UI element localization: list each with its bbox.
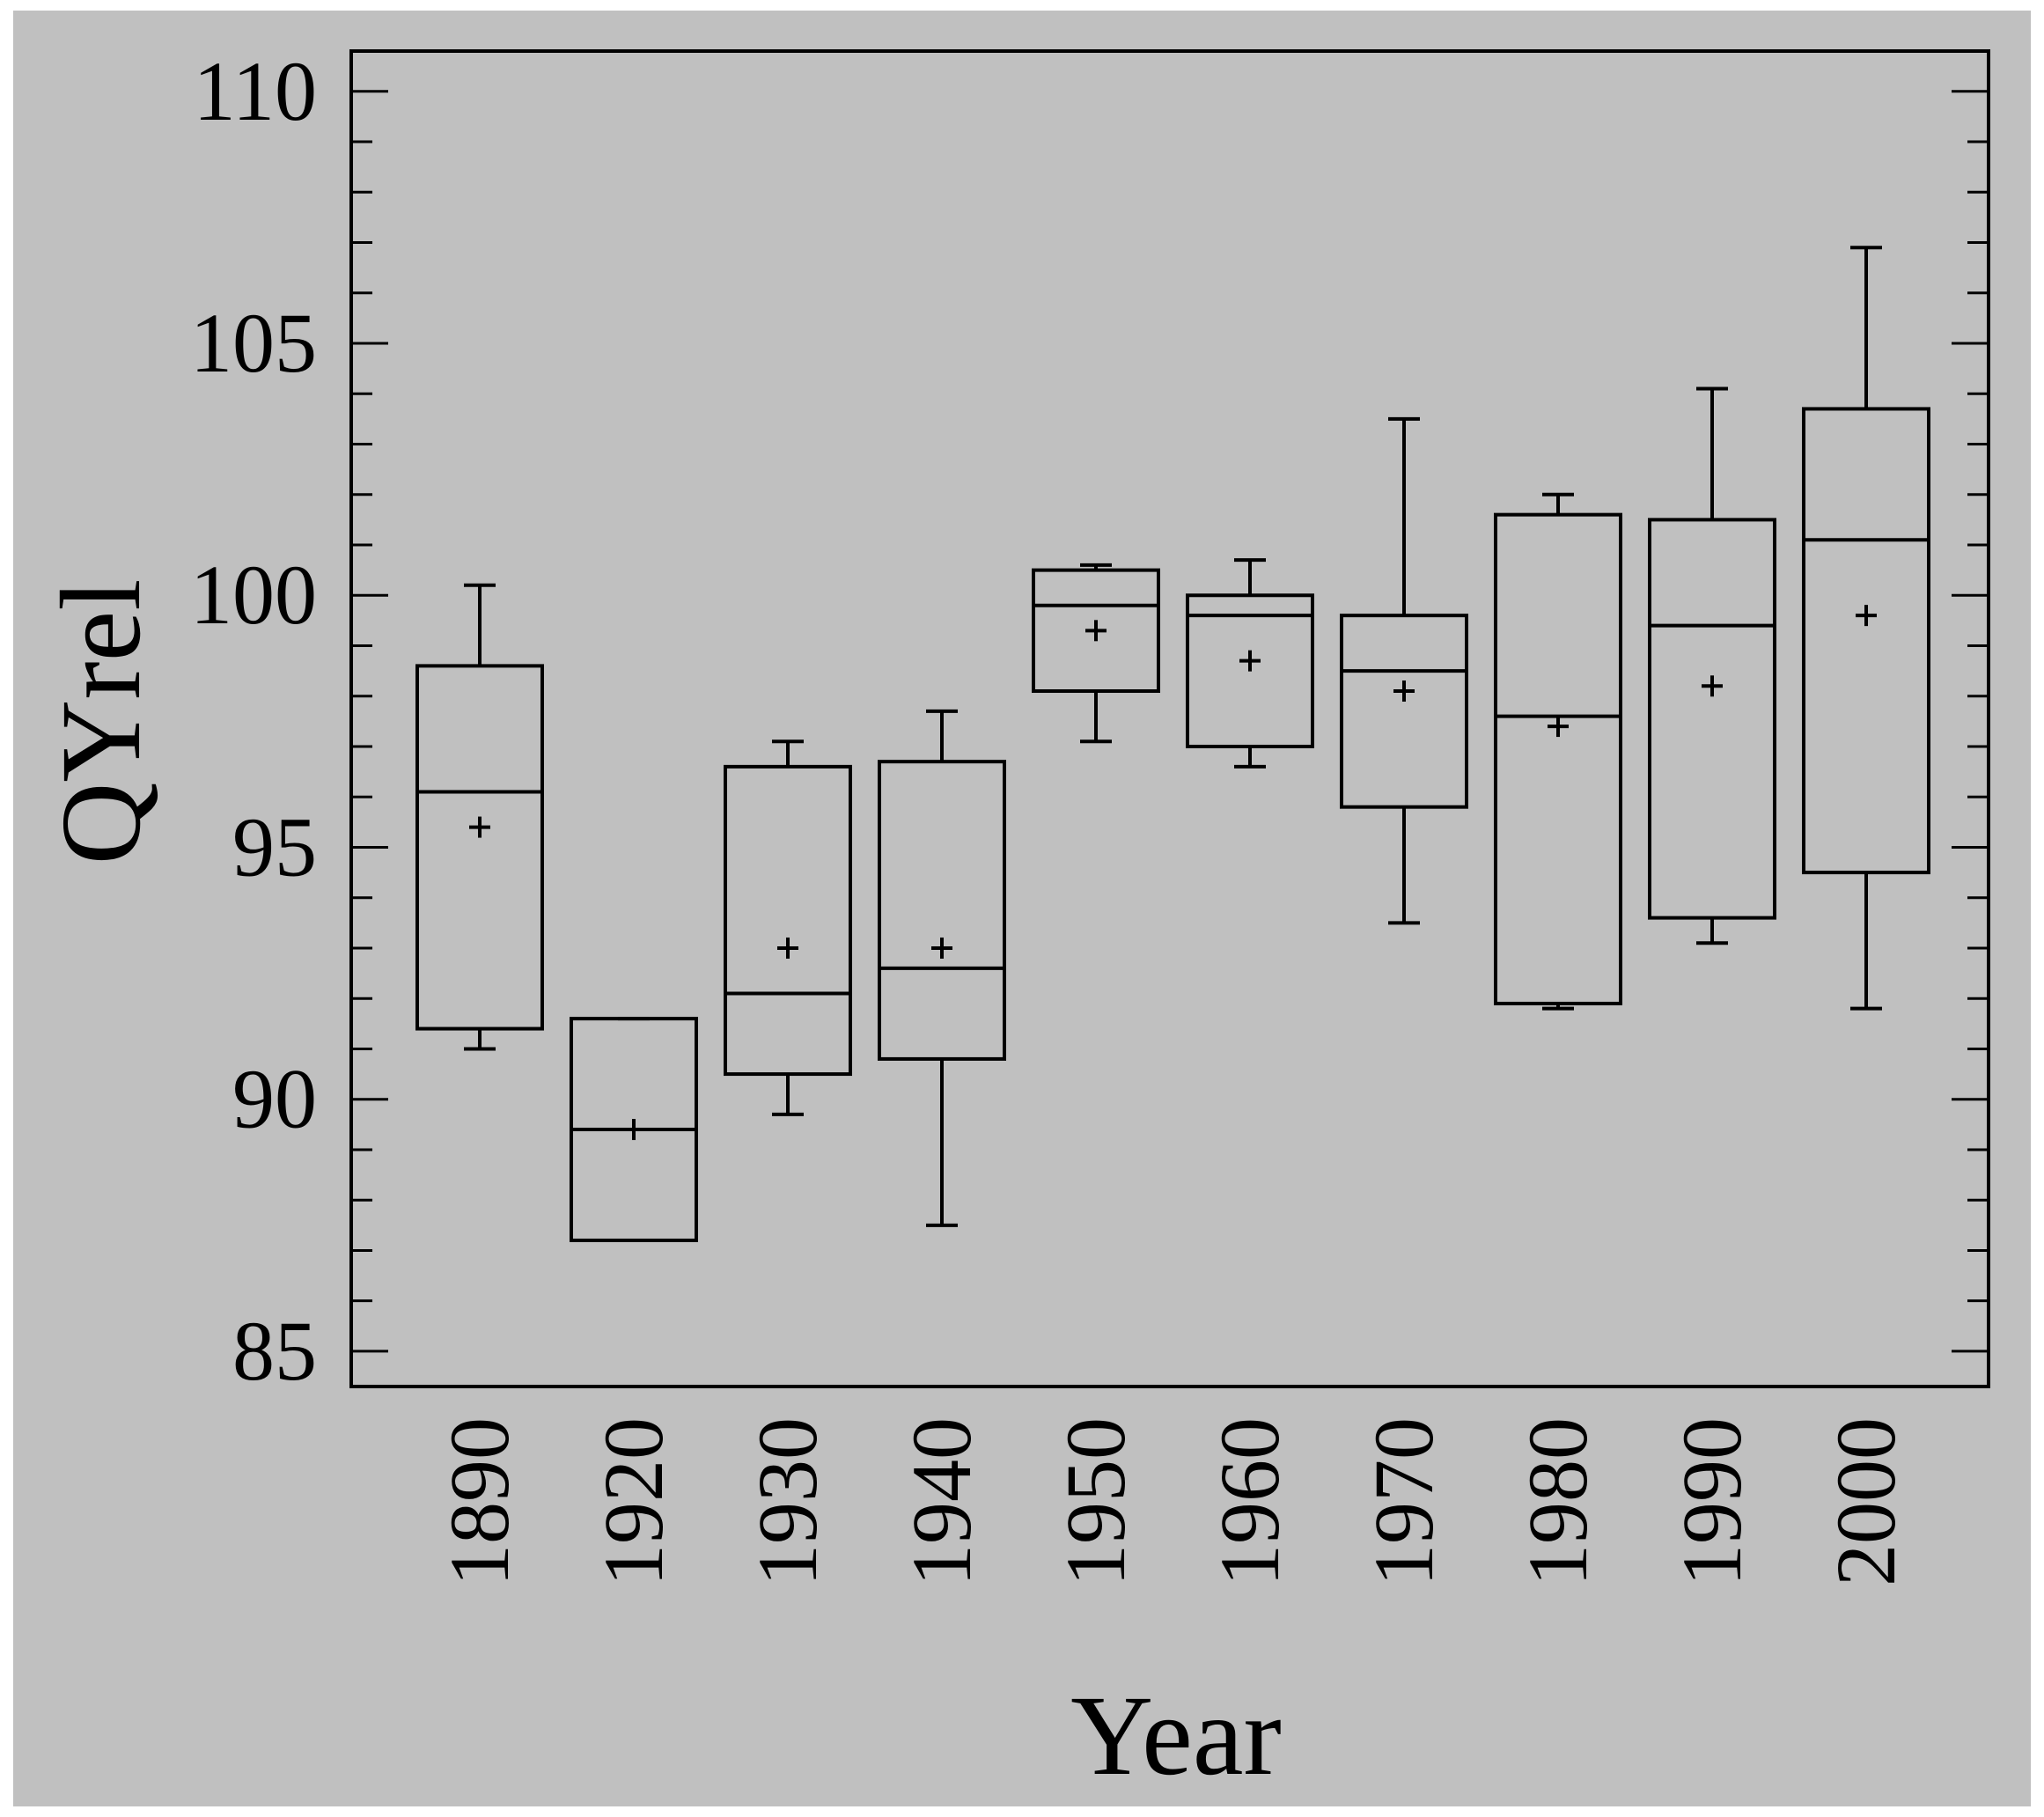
box-1940 — [878, 709, 1006, 1227]
x-tick-label: 1920 — [586, 1417, 680, 1586]
box-1920 — [570, 1017, 698, 1242]
box-1950 — [1032, 563, 1160, 744]
plot-area-frame — [349, 49, 1990, 1388]
box-1970 — [1340, 416, 1468, 925]
box-series — [415, 246, 1930, 1242]
y-tick-label: 105 — [190, 296, 317, 390]
y-axis-tick-labels: 85 90 95 100 105 110 — [190, 44, 317, 1398]
iqr-box — [1802, 407, 1930, 875]
y-tick-label: 85 — [232, 1304, 317, 1398]
x-tick-label: 1970 — [1357, 1417, 1451, 1586]
iqr-box — [1340, 614, 1468, 809]
box-1990 — [1648, 386, 1776, 945]
box-2000 — [1802, 246, 1930, 1011]
y-axis-ticks — [351, 90, 1989, 1353]
y-tick-label: 110 — [194, 44, 317, 138]
x-tick-label: 2000 — [1819, 1417, 1913, 1586]
x-axis-title: Year — [1070, 1673, 1282, 1799]
box-1890 — [415, 583, 544, 1051]
y-axis-title: QYrel — [38, 579, 165, 865]
iqr-box — [1648, 518, 1776, 920]
x-tick-label: 1890 — [432, 1417, 526, 1586]
x-tick-label: 1990 — [1665, 1417, 1759, 1586]
x-tick-label: 1980 — [1511, 1417, 1605, 1586]
x-axis-tick-labels: 1890 1920 1930 1940 1950 1960 1970 1980 1990 2000 — [432, 1417, 1913, 1586]
iqr-box — [415, 664, 544, 1031]
box-1960 — [1186, 558, 1314, 769]
x-tick-label: 1950 — [1048, 1417, 1143, 1586]
box-1980 — [1494, 492, 1622, 1011]
x-tick-label: 1940 — [894, 1417, 989, 1586]
y-tick-label: 90 — [232, 1052, 317, 1146]
y-tick-label: 95 — [232, 799, 317, 894]
box-1930 — [724, 739, 852, 1116]
x-tick-label: 1960 — [1202, 1417, 1297, 1586]
iqr-box — [724, 764, 852, 1077]
iqr-box — [878, 760, 1006, 1061]
x-tick-label: 1930 — [740, 1417, 835, 1586]
iqr-box — [1494, 512, 1622, 1005]
y-tick-label: 100 — [190, 548, 317, 642]
iqr-box — [1032, 568, 1160, 694]
iqr-box — [1186, 593, 1314, 748]
